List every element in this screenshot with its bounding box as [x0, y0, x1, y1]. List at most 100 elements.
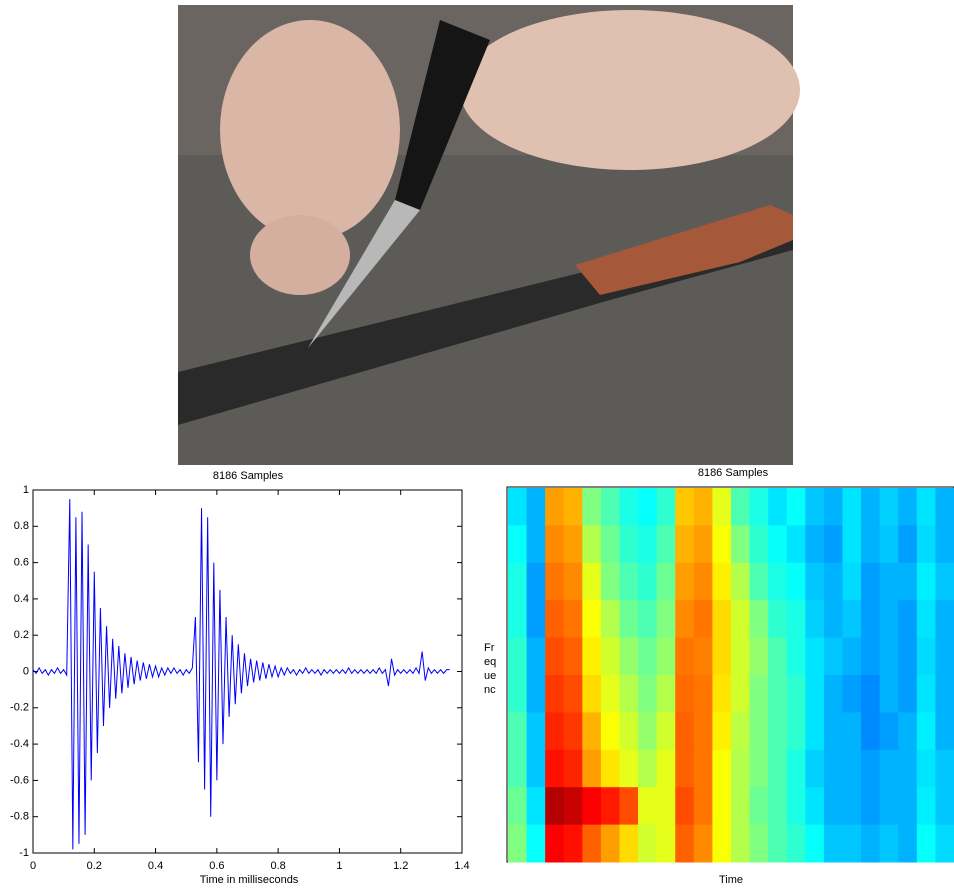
heatmap-cell	[712, 712, 731, 750]
heatmap-cell	[527, 488, 546, 526]
heatmap-cell	[861, 525, 880, 563]
heatmap-cell	[917, 825, 936, 863]
heatmap-cell	[657, 525, 676, 563]
heatmap-cell	[898, 563, 917, 601]
heatmap-cell	[582, 563, 601, 601]
heatmap-cell	[527, 563, 546, 601]
heatmap-cell	[750, 825, 769, 863]
heatmap-cell	[787, 787, 806, 825]
heatmap-cell	[768, 525, 787, 563]
y-tick-label: 1	[23, 484, 29, 496]
thumb	[460, 10, 800, 170]
heatmap-cell	[898, 600, 917, 638]
heatmap-cell	[601, 675, 620, 713]
heatmap-cell	[694, 750, 713, 788]
heatmap-cell	[527, 638, 546, 676]
heatmap-cell	[824, 488, 843, 526]
heatmap-cell	[638, 750, 657, 788]
heatmap-cell	[898, 638, 917, 676]
heatmap-cell	[843, 750, 862, 788]
heatmap-cell	[601, 712, 620, 750]
heatmap-cell	[545, 825, 564, 863]
heatmap-cell	[527, 525, 546, 563]
heatmap-cell	[582, 675, 601, 713]
heatmap-cell	[620, 638, 639, 676]
heatmap-cell	[805, 750, 824, 788]
heatmap-cell	[731, 825, 750, 863]
finger-tip	[250, 215, 350, 295]
heatmap-cell	[694, 600, 713, 638]
heatmap-cell	[694, 825, 713, 863]
heatmap-cell	[750, 563, 769, 601]
heatmap-cell	[564, 787, 583, 825]
heatmap-cell	[843, 825, 862, 863]
heatmap-cell	[657, 750, 676, 788]
heatmap-cell	[527, 600, 546, 638]
heatmap-cell	[861, 600, 880, 638]
heatmap-cell	[564, 488, 583, 526]
heatmap-cell	[787, 638, 806, 676]
heatmap-cell	[787, 600, 806, 638]
x-tick-label: 0.8	[270, 860, 285, 872]
figure: 8186 Samples Time in milliseconds 8186 S…	[0, 0, 954, 888]
heatmap-cell	[750, 638, 769, 676]
heatmap-cell	[694, 488, 713, 526]
heatmap-cell	[508, 600, 527, 638]
heatmap-cell	[508, 675, 527, 713]
heatmap-cell	[694, 787, 713, 825]
chart-title: 8186 Samples	[698, 467, 769, 479]
heatmap-cell	[620, 787, 639, 825]
heatmap-cell	[861, 712, 880, 750]
heatmap-cell	[917, 712, 936, 750]
heatmap-cell	[694, 525, 713, 563]
heatmap-cell	[880, 525, 899, 563]
y-axis-label: Fr	[484, 642, 495, 654]
heatmap-cell	[787, 750, 806, 788]
heatmap-cell	[675, 675, 694, 713]
x-tick-label: 0.4	[148, 860, 163, 872]
y-tick-label: -0.2	[10, 702, 29, 714]
heatmap-cell	[768, 600, 787, 638]
heatmap-cell	[880, 488, 899, 526]
heatmap-cell	[824, 638, 843, 676]
heatmap-cell	[731, 600, 750, 638]
heatmap-cell	[545, 488, 564, 526]
heatmap-cell	[638, 600, 657, 638]
heatmap-cell	[750, 750, 769, 788]
heatmap-cell	[675, 488, 694, 526]
y-tick-label: -1	[19, 847, 29, 859]
heatmap-cell	[694, 712, 713, 750]
heatmap-cell	[843, 525, 862, 563]
heatmap-cell	[898, 750, 917, 788]
heatmap-cell	[564, 600, 583, 638]
heatmap-cell	[712, 638, 731, 676]
heatmap-cell	[880, 787, 899, 825]
heatmap-cell	[843, 712, 862, 750]
photo	[178, 5, 800, 465]
heatmap-cell	[527, 675, 546, 713]
heatmap-cell	[935, 825, 954, 863]
heatmap-cell	[768, 787, 787, 825]
heatmap-cell	[601, 787, 620, 825]
heatmap-cell	[917, 525, 936, 563]
heatmap-cell	[675, 525, 694, 563]
heatmap-cell	[824, 563, 843, 601]
plot-frame	[33, 490, 462, 853]
heatmap-cell	[508, 825, 527, 863]
heatmap-cell	[712, 750, 731, 788]
heatmap-cell	[861, 563, 880, 601]
heatmap-cell	[731, 638, 750, 676]
heatmap-cell	[712, 600, 731, 638]
heatmap-cell	[657, 563, 676, 601]
heatmap-cell	[824, 787, 843, 825]
heatmap-cell	[898, 825, 917, 863]
heatmap-cell	[768, 825, 787, 863]
heatmap-cell	[768, 638, 787, 676]
heatmap-cell	[508, 563, 527, 601]
heatmap-cell	[601, 600, 620, 638]
y-axis-label: eq	[484, 656, 496, 668]
heatmap-cell	[620, 600, 639, 638]
y-tick-label: 0.6	[14, 557, 29, 569]
heatmap-cell	[712, 825, 731, 863]
heatmap-cell	[675, 712, 694, 750]
